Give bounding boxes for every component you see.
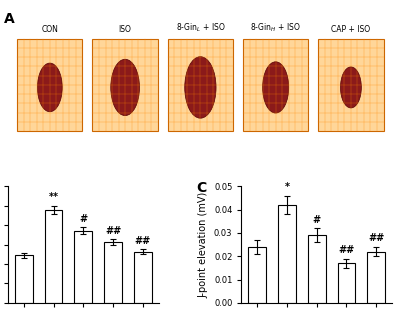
Text: ##: ##: [135, 235, 151, 246]
Text: **: **: [48, 192, 58, 202]
Ellipse shape: [340, 67, 361, 108]
Ellipse shape: [38, 63, 62, 112]
FancyBboxPatch shape: [243, 39, 308, 131]
Bar: [367, 252, 385, 303]
Bar: [74, 231, 92, 303]
Text: ##: ##: [368, 233, 384, 243]
Bar: [278, 205, 296, 303]
Text: ##: ##: [105, 226, 121, 236]
Bar: [45, 210, 62, 303]
Text: CON: CON: [42, 25, 58, 34]
Text: 8-Gin$_H$ + ISO: 8-Gin$_H$ + ISO: [250, 21, 301, 34]
Ellipse shape: [262, 62, 289, 113]
Ellipse shape: [185, 57, 216, 118]
Text: #: #: [79, 214, 87, 224]
Text: *: *: [284, 182, 290, 192]
Bar: [15, 255, 33, 303]
Text: C: C: [196, 180, 206, 194]
Bar: [338, 263, 355, 303]
FancyBboxPatch shape: [92, 39, 158, 131]
Text: ##: ##: [338, 245, 354, 255]
Text: A: A: [4, 12, 15, 26]
Y-axis label: J-point elevation (mV): J-point elevation (mV): [198, 192, 208, 298]
Text: #: #: [313, 215, 321, 225]
Ellipse shape: [111, 59, 140, 116]
Text: 8-Gin$_L$ + ISO: 8-Gin$_L$ + ISO: [176, 21, 225, 34]
Text: ISO: ISO: [119, 25, 132, 34]
FancyBboxPatch shape: [318, 39, 384, 131]
Text: CAP + ISO: CAP + ISO: [331, 25, 370, 34]
Bar: [308, 235, 326, 303]
FancyBboxPatch shape: [168, 39, 233, 131]
FancyBboxPatch shape: [17, 39, 82, 131]
Bar: [248, 247, 266, 303]
Bar: [104, 242, 122, 303]
Bar: [134, 252, 152, 303]
